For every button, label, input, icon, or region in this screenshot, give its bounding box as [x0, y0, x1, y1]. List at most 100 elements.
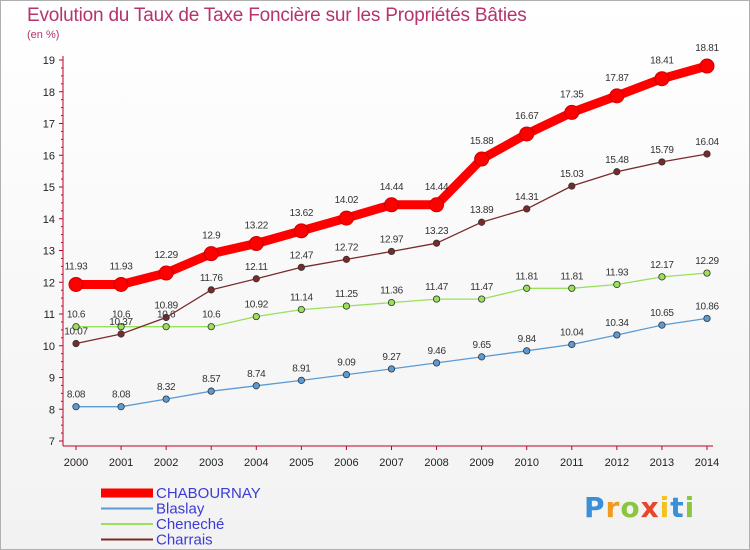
data-labels: 8.08 8.08 8.32 8.57 8.74 8.91 9.09 9.27 9.46 9.65…: [64, 43, 720, 401]
point-charrais: [703, 150, 711, 158]
data-label-charrais: 11.76: [200, 273, 224, 284]
data-label-chabournay: 17.35: [560, 89, 584, 100]
point-blaslay: [297, 376, 305, 384]
data-label-chabournay: 14.44: [425, 182, 449, 193]
point-chabournay: [429, 197, 445, 213]
y-tick-label: 15: [43, 182, 55, 194]
data-label-blaslay: 9.09: [337, 358, 356, 369]
data-label-blaslay: 10.04: [560, 327, 584, 338]
data-label-charrais: 13.89: [470, 205, 494, 216]
point-chenech-: [478, 295, 486, 303]
data-label-chenech-: 11.36: [380, 286, 404, 297]
x-tick-label: 2008: [424, 457, 448, 469]
point-chenech-: [162, 323, 170, 331]
data-label-chenech-: 10.6: [202, 310, 221, 321]
point-chabournay: [519, 126, 535, 142]
series-layer: [68, 58, 715, 411]
point-charrais: [613, 168, 621, 176]
point-charrais: [568, 182, 576, 190]
x-tick-label: 2013: [650, 457, 674, 469]
point-charrais: [658, 158, 666, 166]
point-chenech-: [297, 305, 305, 314]
unit-label: (en %): [27, 29, 60, 41]
point-chabournay: [564, 104, 580, 120]
data-label-chabournay: 14.44: [380, 182, 404, 193]
data-label-chabournay: 15.88: [470, 136, 494, 147]
data-label-blaslay: 8.08: [67, 390, 86, 401]
x-tick-label: 2001: [109, 457, 133, 469]
point-blaslay: [252, 382, 260, 390]
data-label-charrais: 10.07: [64, 327, 88, 338]
point-blaslay: [207, 387, 215, 395]
point-chabournay: [384, 197, 399, 213]
point-blaslay: [117, 403, 125, 411]
data-label-chenech-: 11.81: [515, 271, 539, 282]
data-label-blaslay: 10.34: [605, 318, 629, 329]
data-label-blaslay: 8.57: [202, 374, 221, 385]
data-label-charrais: 12.47: [290, 250, 314, 261]
x-tick-label: 2004: [244, 457, 268, 469]
data-label-chenech-: 12.29: [695, 256, 719, 267]
point-blaslay: [432, 359, 441, 367]
logo-letter: i: [659, 491, 671, 524]
x-tick-label: 2011: [560, 457, 584, 469]
data-label-chenech-: 12.17: [650, 260, 674, 271]
logo-letter: t: [670, 491, 685, 524]
data-label-blaslay: 8.08: [112, 390, 131, 401]
x-tick-label: 2010: [514, 457, 538, 469]
data-label-charrais: 16.04: [695, 137, 719, 148]
point-chabournay: [113, 276, 129, 292]
x-tick-label: 2007: [379, 457, 403, 469]
data-label-blaslay: 8.91: [292, 363, 311, 374]
point-chenech-: [252, 312, 260, 321]
point-blaslay: [162, 395, 170, 403]
data-label-charrais: 10.37: [109, 317, 133, 328]
point-charrais: [207, 286, 215, 294]
data-label-chabournay: 12.29: [154, 250, 178, 261]
data-label-chenech-: 10.6: [112, 310, 131, 321]
y-tick-label: 17: [43, 119, 55, 131]
point-blaslay: [478, 353, 486, 361]
point-chenech-: [523, 284, 531, 292]
y-tick-label: 11: [44, 309, 55, 321]
point-chenech-: [72, 323, 80, 331]
point-charrais: [342, 255, 351, 263]
data-label-chenech-: 10.6: [67, 310, 86, 321]
y-tick-label: 12: [43, 277, 55, 289]
data-label-chenech-: 11.25: [335, 289, 359, 300]
data-label-charrais: 15.48: [605, 155, 629, 166]
data-label-chabournay: 17.87: [605, 73, 629, 84]
data-label-chabournay: 13.62: [290, 208, 314, 219]
y-tick-label: 10: [43, 341, 55, 353]
point-chenech-: [432, 295, 441, 303]
point-blaslay: [703, 314, 711, 323]
point-charrais: [252, 275, 260, 283]
point-chabournay: [654, 71, 670, 87]
data-label-blaslay: 8.74: [247, 369, 266, 380]
data-label-chenech-: 10.6: [157, 310, 176, 321]
logo-letter: i: [684, 491, 696, 524]
point-chabournay: [474, 151, 490, 167]
point-chabournay: [158, 265, 174, 281]
legend-label-blaslay: Blaslay: [156, 501, 205, 518]
point-chenech-: [342, 302, 351, 310]
proxiti-logo: Proxiti: [584, 491, 695, 524]
legend-label-chenech-: Cheneché: [156, 516, 224, 533]
x-tick-label: 2002: [154, 457, 178, 469]
y-tick-label: 8: [49, 404, 55, 416]
point-chenech-: [117, 323, 125, 331]
data-label-charrais: 15.03: [560, 169, 584, 180]
x-tick-label: 2009: [469, 457, 493, 469]
data-label-charrais: 13.23: [425, 226, 449, 237]
point-charrais: [387, 247, 396, 256]
data-label-chenech-: 11.47: [425, 282, 449, 293]
point-charrais: [297, 263, 305, 271]
x-tick-label: 2006: [334, 457, 358, 469]
point-chabournay: [68, 276, 84, 292]
legend-label-chabournay: CHABOURNAY: [156, 485, 261, 502]
y-tick-label: 7: [49, 436, 55, 448]
data-label-chabournay: 18.41: [650, 56, 674, 67]
